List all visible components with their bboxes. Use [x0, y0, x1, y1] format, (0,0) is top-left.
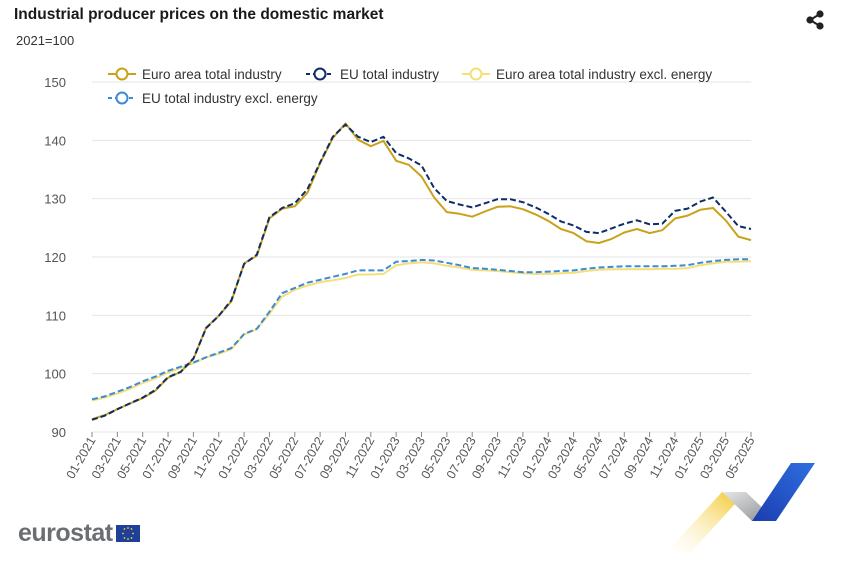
y-tick-label: 120	[44, 250, 66, 265]
legend-label: EU total industry excl. energy	[142, 91, 318, 106]
legend-item-2[interactable]: EU total industry	[306, 67, 439, 82]
series-lines	[91, 122, 752, 421]
series-line-4[interactable]	[91, 258, 751, 401]
legend-marker	[115, 91, 129, 105]
decorative-stripes	[660, 455, 820, 560]
y-axis: 90 100 110 120 130 140 150	[44, 75, 66, 440]
series-line-2[interactable]	[91, 123, 752, 421]
x-axis: 01-202103-202105-202107-202109-202111-20…	[64, 432, 758, 481]
eu-flag-icon	[116, 525, 140, 547]
legend-label: EU total industry	[340, 67, 439, 82]
y-tick-label: 110	[45, 308, 66, 323]
y-tick-label: 150	[44, 75, 66, 90]
series-line-3[interactable]	[91, 260, 752, 402]
eurostat-logo: eurostat	[18, 519, 113, 547]
y-tick-label: 130	[44, 192, 66, 207]
grid-lines	[92, 81, 751, 433]
y-tick-label: 90	[52, 425, 66, 440]
legend: Euro area total industry EU total industr…	[108, 67, 712, 106]
legend-item-4[interactable]: EU total industry excl. energy	[108, 91, 318, 106]
series-line-1[interactable]	[91, 122, 752, 421]
chart-title: Industrial producer prices on the domest…	[14, 6, 384, 23]
legend-label: Euro area total industry excl. energy	[496, 67, 712, 82]
legend-marker	[469, 67, 483, 81]
legend-label: Euro area total industry	[142, 67, 282, 82]
share-icon[interactable]	[800, 6, 830, 34]
chart-subtitle: 2021=100	[16, 33, 75, 48]
legend-item-1[interactable]: Euro area total industry	[108, 67, 282, 82]
legend-item-3[interactable]: Euro area total industry excl. energy	[462, 67, 712, 82]
legend-marker	[313, 67, 327, 81]
y-tick-label: 140	[44, 133, 66, 148]
line-chart: 90 100 110 120 130 140 150 01-202103-202105-20…	[44, 67, 758, 481]
y-tick-label: 100	[44, 367, 66, 382]
legend-marker	[115, 67, 129, 81]
